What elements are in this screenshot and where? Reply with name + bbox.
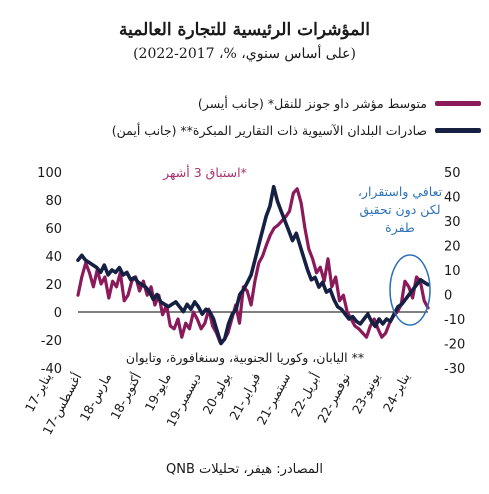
y-left-tick-0: 100 [37, 166, 62, 181]
legend-swatch-series1 [435, 101, 481, 106]
source-note: المصادر: هيفر، تحليلات QNB [165, 462, 323, 477]
legend-item-series1: متوسط مؤشر داو جونز للنقل* (جانب أيسر) [198, 96, 481, 111]
y-left-tick-6: -20 [41, 334, 62, 349]
y-right-tick-8: -30 [444, 362, 465, 377]
y-right-tick-2: 30 [444, 215, 461, 230]
countries-footnote: ** اليابان، وكوريا الجنوبية، وسنغافورة، … [126, 350, 364, 366]
y-left-tick-5: 0 [54, 306, 62, 321]
y-right-tick-1: 40 [444, 191, 461, 206]
y-right-tick-0: 50 [444, 166, 461, 181]
shift-annotation: *استباق 3 أشهر [162, 164, 247, 181]
chart-subtitle: (على أساس سنوي، %، 2017-2022) [133, 46, 356, 62]
y-left-tick-4: 20 [45, 278, 62, 293]
legend-label-series1: متوسط مؤشر داو جونز للنقل* (جانب أيسر) [197, 96, 427, 111]
x-tick-12: يناير-24 [380, 370, 414, 415]
y-right-tick-5: 0 [444, 289, 452, 304]
legend-label-series2: صادرات البلدان الآسيوية ذات التقارير الم… [111, 123, 427, 138]
y-left-tick-2: 60 [45, 222, 62, 237]
y-left-tick-1: 80 [45, 194, 62, 209]
recovery-annotation-line2: لكن دون تحقيق [359, 202, 440, 218]
recovery-annotation-line1: تعافي واستقرار، [358, 184, 443, 200]
y-right-tick-4: 10 [444, 264, 461, 279]
y-left-tick-7: -40 [41, 362, 62, 377]
y-right-tick-3: 20 [444, 240, 461, 255]
legend-item-series2: صادرات البلدان الآسيوية ذات التقارير الم… [112, 123, 481, 138]
chart-title: المؤشرات الرئيسية للتجارة العالمية [119, 20, 370, 40]
x-tick-11: يونيو-23 [349, 370, 384, 417]
y-right-tick-6: -10 [444, 313, 465, 328]
legend-swatch-series2 [435, 128, 481, 133]
recovery-annotation-line3: طفرة [385, 220, 415, 236]
y-left-tick-3: 40 [45, 250, 62, 265]
y-right-tick-7: -20 [444, 338, 465, 353]
series-line-2 [76, 184, 430, 346]
recovery-highlight-ellipse [389, 254, 431, 326]
